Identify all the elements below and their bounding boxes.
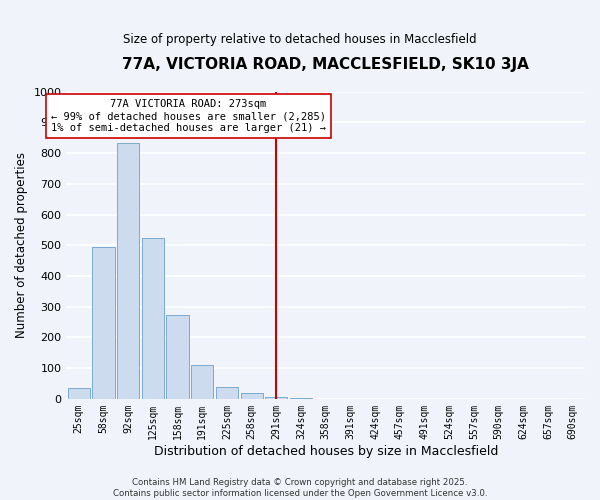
Bar [68,388,90,399]
Text: 77A VICTORIA ROAD: 273sqm
← 99% of detached houses are smaller (2,285)
1% of sem: 77A VICTORIA ROAD: 273sqm ← 99% of detac… [51,100,326,132]
Y-axis label: Number of detached properties: Number of detached properties [15,152,28,338]
Bar [191,365,214,399]
Bar [241,392,263,399]
Bar [216,386,238,399]
Bar [117,144,139,399]
Text: Contains HM Land Registry data © Crown copyright and database right 2025.
Contai: Contains HM Land Registry data © Crown c… [113,478,487,498]
Bar [142,238,164,399]
Title: 77A, VICTORIA ROAD, MACCLESFIELD, SK10 3JA: 77A, VICTORIA ROAD, MACCLESFIELD, SK10 3… [122,58,529,72]
Bar [166,314,188,399]
Bar [92,247,115,399]
Bar [290,398,312,399]
Text: Size of property relative to detached houses in Macclesfield: Size of property relative to detached ho… [123,32,477,46]
X-axis label: Distribution of detached houses by size in Macclesfield: Distribution of detached houses by size … [154,444,498,458]
Bar [265,398,287,399]
